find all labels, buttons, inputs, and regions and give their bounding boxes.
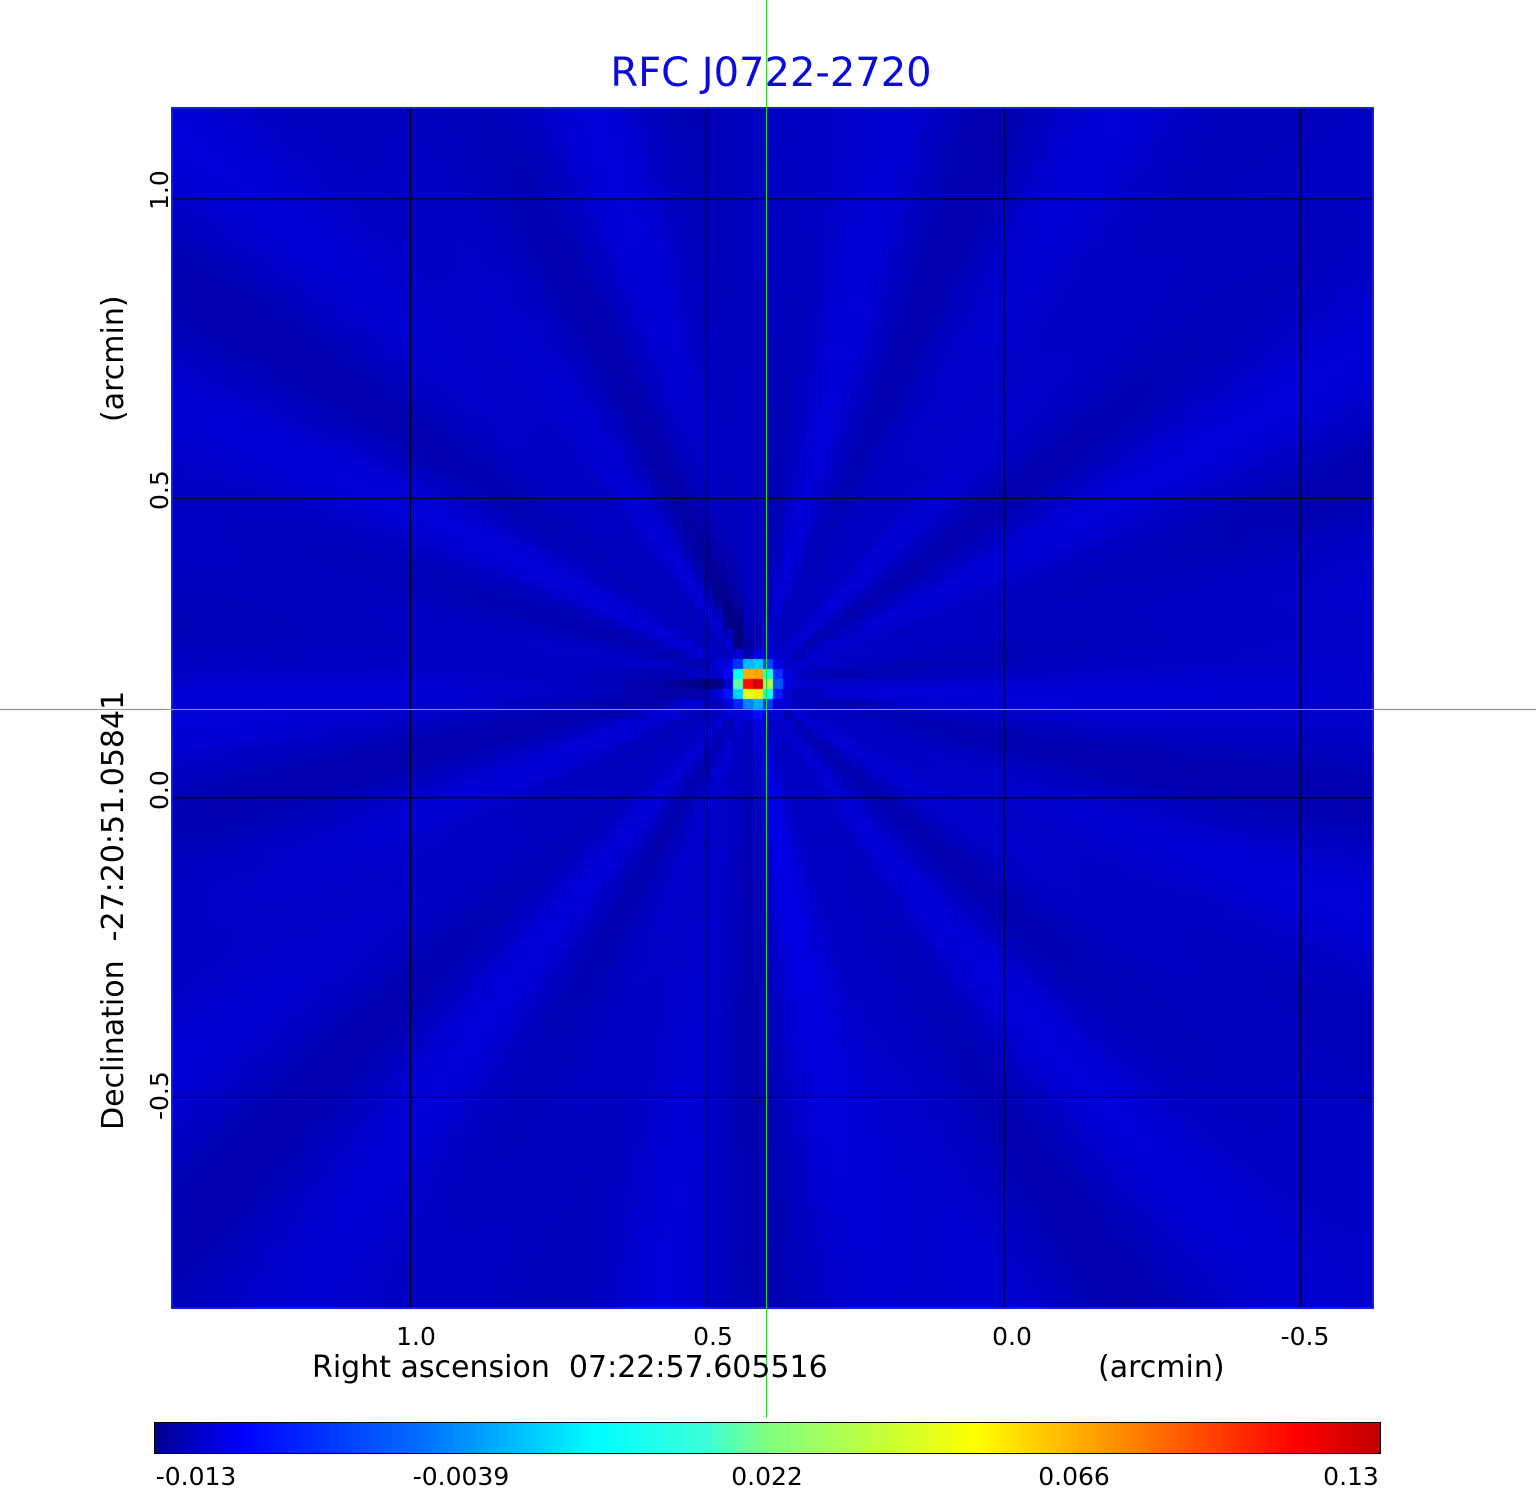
x-tick-label: -0.5 — [1280, 1322, 1330, 1351]
y-axis-unit: (arcmin) — [96, 295, 131, 422]
intensity-map — [173, 109, 1372, 1307]
y-tick-label: -0.5 — [145, 1071, 174, 1120]
y-tick-label: 1.0 — [145, 170, 174, 210]
colorbar-tick-label: -0.013 — [155, 1462, 237, 1491]
y-axis-label: Declination -27:20:51.05841 — [96, 690, 131, 1130]
x-tick-label: 1.0 — [396, 1322, 436, 1351]
colorbar-tick-label: -0.0039 — [412, 1462, 510, 1491]
colorbar — [154, 1422, 1381, 1454]
x-axis-unit: (arcmin) — [1098, 1350, 1225, 1385]
image-plot-area — [171, 107, 1374, 1309]
colorbar-tick-label: 0.066 — [1038, 1462, 1110, 1491]
grid-lines — [173, 109, 1372, 1307]
crosshair-horizontal — [0, 709, 1536, 710]
x-tick-label: 0.0 — [992, 1322, 1032, 1351]
chart-title: RFC J0722-2720 — [610, 50, 932, 96]
colorbar-tick-label: 0.022 — [731, 1462, 803, 1491]
x-axis-label: Right ascension 07:22:57.605516 — [312, 1350, 828, 1385]
x-tick-label: 0.5 — [693, 1322, 733, 1351]
colorbar-tick-label: 0.13 — [1323, 1462, 1379, 1491]
y-tick-label: 0.5 — [145, 470, 174, 510]
y-tick-label: 0.0 — [145, 770, 174, 810]
